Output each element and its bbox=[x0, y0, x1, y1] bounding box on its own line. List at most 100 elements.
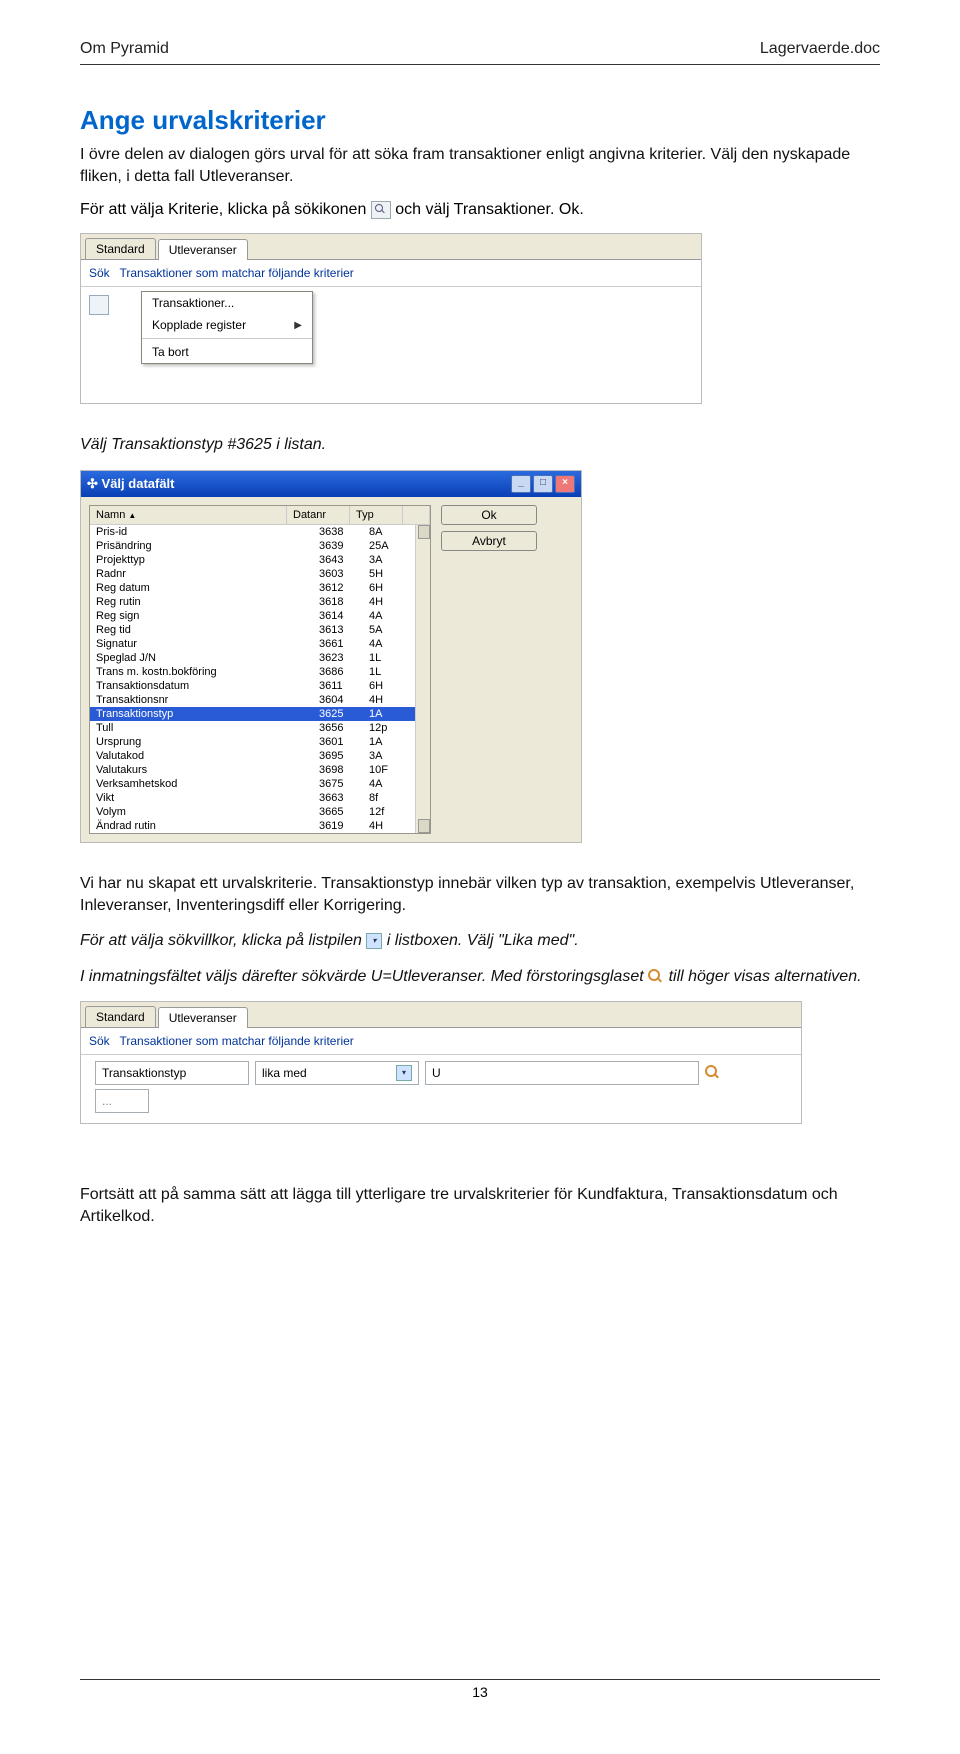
header-left: Om Pyramid bbox=[80, 40, 169, 58]
cell-name: Reg tid bbox=[96, 624, 319, 636]
maximize-button[interactable]: □ bbox=[533, 475, 553, 493]
table-row[interactable]: Reg datum36126H bbox=[90, 581, 415, 595]
ok-button[interactable]: Ok bbox=[441, 505, 537, 525]
cell-datanr: 3614 bbox=[319, 610, 369, 622]
criteria-row-1: Transaktionstyp lika med ▾ U bbox=[89, 1061, 793, 1085]
cell-typ: 3A bbox=[369, 554, 409, 566]
tab-standard[interactable]: Standard bbox=[85, 238, 156, 259]
cell-typ: 1A bbox=[369, 708, 409, 720]
col-datanr[interactable]: Datanr bbox=[287, 506, 350, 524]
cell-datanr: 3661 bbox=[319, 638, 369, 650]
table-row[interactable]: Vikt36638f bbox=[90, 791, 415, 805]
table-row[interactable]: Valutakod36953A bbox=[90, 749, 415, 763]
datafield-table: Namn ▲ Datanr Typ Pris-id36388APrisändri… bbox=[89, 505, 431, 834]
cell-datanr: 3603 bbox=[319, 568, 369, 580]
minimize-button[interactable]: _ bbox=[511, 475, 531, 493]
cell-name: Vikt bbox=[96, 792, 319, 804]
page-header: Om Pyramid Lagervaerde.doc bbox=[80, 40, 880, 58]
menu-item-transaktioner[interactable]: Transaktioner... bbox=[142, 292, 312, 314]
cell-typ: 12f bbox=[369, 806, 409, 818]
table-row[interactable]: Prisändring363925A bbox=[90, 539, 415, 553]
col-typ[interactable]: Typ bbox=[350, 506, 403, 524]
field-operator[interactable]: lika med ▾ bbox=[255, 1061, 419, 1085]
search-header-2: Sök Transaktioner som matchar följande k… bbox=[81, 1028, 801, 1055]
cell-datanr: 3604 bbox=[319, 694, 369, 706]
cell-name: Ursprung bbox=[96, 736, 319, 748]
cell-typ: 4A bbox=[369, 610, 409, 622]
cell-datanr: 3686 bbox=[319, 666, 369, 678]
cell-name: Projekttyp bbox=[96, 554, 319, 566]
tab-utleveranser[interactable]: Utleveranser bbox=[158, 239, 248, 260]
paragraph-3: Fortsätt att på samma sätt att lägga til… bbox=[80, 1184, 880, 1227]
close-button[interactable]: × bbox=[555, 475, 575, 493]
cell-name: Speglad J/N bbox=[96, 652, 319, 664]
screenshot-datafield-picker: ✣ Välj datafält _ □ × Namn ▲ Datanr Typ bbox=[80, 470, 582, 843]
cell-datanr: 3663 bbox=[319, 792, 369, 804]
cell-typ: 5H bbox=[369, 568, 409, 580]
cell-datanr: 3613 bbox=[319, 624, 369, 636]
cell-typ: 4H bbox=[369, 694, 409, 706]
cell-typ: 5A bbox=[369, 624, 409, 636]
window-buttons: _ □ × bbox=[511, 475, 575, 493]
table-row[interactable]: Transaktionsdatum36116H bbox=[90, 679, 415, 693]
col-namn[interactable]: Namn ▲ bbox=[90, 506, 287, 524]
magnify-icon bbox=[648, 969, 664, 985]
cell-datanr: 3625 bbox=[319, 708, 369, 720]
field-name[interactable]: Transaktionstyp bbox=[95, 1061, 249, 1085]
screenshot-criteria-contextmenu: Standard Utleveranser Sök Transaktioner … bbox=[80, 233, 702, 404]
table-row[interactable]: Reg sign36144A bbox=[90, 609, 415, 623]
cell-datanr: 3619 bbox=[319, 820, 369, 832]
header-right: Lagervaerde.doc bbox=[760, 40, 880, 58]
menu-item-kopplade[interactable]: Kopplade register ▶ bbox=[142, 314, 312, 336]
cell-typ: 1L bbox=[369, 666, 409, 678]
cell-typ: 4A bbox=[369, 638, 409, 650]
table-row[interactable]: Speglad J/N36231L bbox=[90, 651, 415, 665]
tab-standard-2[interactable]: Standard bbox=[85, 1006, 156, 1027]
table-row[interactable]: Transaktionstyp36251A bbox=[90, 707, 415, 721]
field-name-empty[interactable]: ... bbox=[95, 1089, 149, 1113]
cell-datanr: 3612 bbox=[319, 582, 369, 594]
table-row[interactable]: Signatur36614A bbox=[90, 637, 415, 651]
table-row[interactable]: Trans m. kostn.bokföring36861L bbox=[90, 665, 415, 679]
caption-1: Välj Transaktionstyp #3625 i listan. bbox=[80, 434, 880, 456]
table-row[interactable]: Valutakurs369810F bbox=[90, 763, 415, 777]
cell-datanr: 3665 bbox=[319, 806, 369, 818]
tab-utleveranser-2[interactable]: Utleveranser bbox=[158, 1007, 248, 1028]
table-body: Pris-id36388APrisändring363925AProjektty… bbox=[90, 525, 430, 833]
field-value[interactable]: U bbox=[425, 1061, 699, 1085]
submenu-arrow-icon: ▶ bbox=[294, 320, 302, 331]
scrollbar[interactable] bbox=[415, 525, 430, 833]
dropdown-arrow-icon: ▾ bbox=[366, 933, 382, 949]
table-row[interactable]: Tull365612p bbox=[90, 721, 415, 735]
criteria-row-icon[interactable] bbox=[89, 295, 109, 315]
menu-item-tabort[interactable]: Ta bort bbox=[142, 341, 312, 363]
table-row[interactable]: Verksamhetskod36754A bbox=[90, 777, 415, 791]
table-row[interactable]: Projekttyp36433A bbox=[90, 553, 415, 567]
cell-name: Pris-id bbox=[96, 526, 319, 538]
cell-typ: 25A bbox=[369, 540, 409, 552]
dropdown-arrow-icon-2[interactable]: ▾ bbox=[396, 1065, 412, 1081]
table-row[interactable]: Ursprung36011A bbox=[90, 735, 415, 749]
tabs-row-2: Standard Utleveranser bbox=[81, 1002, 801, 1028]
header-divider bbox=[80, 64, 880, 65]
cancel-button[interactable]: Avbryt bbox=[441, 531, 537, 551]
table-row[interactable]: Transaktionsnr36044H bbox=[90, 693, 415, 707]
cell-name: Transaktionsdatum bbox=[96, 680, 319, 692]
table-row[interactable]: Reg rutin36184H bbox=[90, 595, 415, 609]
menu-divider bbox=[142, 338, 312, 339]
magnify-icon-2[interactable] bbox=[705, 1065, 721, 1081]
cell-typ: 6H bbox=[369, 680, 409, 692]
cell-name: Verksamhetskod bbox=[96, 778, 319, 790]
table-row[interactable]: Reg tid36135A bbox=[90, 623, 415, 637]
table-row[interactable]: Pris-id36388A bbox=[90, 525, 415, 539]
table-row[interactable]: Radnr36035H bbox=[90, 567, 415, 581]
table-row[interactable]: Volym366512f bbox=[90, 805, 415, 819]
cell-datanr: 3695 bbox=[319, 750, 369, 762]
cell-name: Transaktionstyp bbox=[96, 708, 319, 720]
instruction-2: För att välja sökvillkor, klicka på list… bbox=[80, 930, 880, 952]
cell-datanr: 3623 bbox=[319, 652, 369, 664]
cell-name: Reg sign bbox=[96, 610, 319, 622]
table-row[interactable]: Ändrad rutin36194H bbox=[90, 819, 415, 833]
cell-datanr: 3618 bbox=[319, 596, 369, 608]
page-footer: 13 bbox=[80, 1671, 880, 1700]
